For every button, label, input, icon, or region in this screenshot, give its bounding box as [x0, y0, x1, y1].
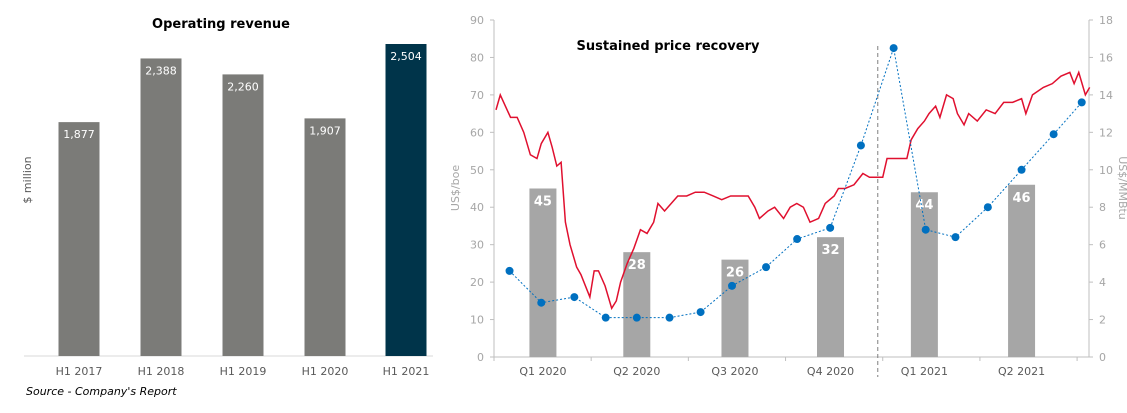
left-chart-title: Operating revenue	[152, 17, 290, 32]
gas-price-point	[570, 293, 579, 302]
right-y2-axis-label: US$/MMBtu	[1116, 156, 1127, 220]
x-tick-label: Q2 2020	[613, 365, 660, 378]
y-tick-label: 10	[470, 314, 484, 327]
bar-h1-2019	[222, 74, 264, 356]
gas-price-point	[505, 266, 514, 275]
x-tick-label: H1 2021	[383, 365, 430, 378]
y-tick-label: 30	[470, 239, 484, 252]
y2-tick-label: 2	[1099, 314, 1106, 327]
y-tick-label: 0	[477, 351, 484, 364]
gas-price-point	[921, 225, 930, 234]
quarter-bar-q1-2020	[529, 188, 557, 357]
bar-h1-2020	[304, 118, 346, 356]
right-y-axis-label: US$/boe	[449, 165, 462, 211]
quarter-bar-q2-2020	[623, 252, 651, 357]
bar-value-label: 2,260	[227, 80, 259, 93]
bar-value-label: 1,877	[63, 128, 95, 141]
x-tick-label: H1 2019	[220, 365, 267, 378]
bar-value-label: 32	[821, 243, 839, 258]
gas-price-point	[1049, 130, 1058, 139]
right-chart-title: Sustained price recovery	[577, 39, 760, 54]
oil-price-line	[495, 70, 1091, 311]
y2-tick-label: 8	[1099, 201, 1106, 214]
bar-h1-2017	[58, 122, 100, 356]
source-note: Source - Company's Report	[26, 385, 177, 398]
x-tick-label: Q1 2020	[519, 365, 566, 378]
x-tick-label: Q1 2021	[901, 365, 948, 378]
y2-tick-label: 10	[1099, 164, 1113, 177]
bar-value-label: 45	[534, 195, 552, 210]
x-tick-label: Q2 2021	[998, 365, 1045, 378]
y2-tick-label: 18	[1099, 14, 1113, 27]
gas-price-point	[826, 223, 835, 232]
y-tick-label: 70	[470, 89, 484, 102]
gas-price-point	[632, 313, 641, 322]
gas-price-point	[793, 235, 802, 244]
gas-price-point	[856, 141, 865, 150]
gas-price-point	[983, 203, 992, 212]
y2-tick-label: 12	[1099, 126, 1113, 139]
bar-h1-2018	[140, 58, 182, 356]
y2-tick-label: 0	[1099, 351, 1106, 364]
bar-value-label: 28	[628, 258, 646, 273]
gas-price-point	[889, 44, 898, 53]
y2-tick-label: 16	[1099, 51, 1113, 64]
x-tick-label: H1 2017	[56, 365, 103, 378]
bar-h1-2021	[385, 44, 427, 356]
bar-value-label: 26	[726, 266, 744, 281]
gas-price-point	[601, 313, 610, 322]
bar-value-label: 1,907	[309, 124, 341, 137]
y-tick-label: 20	[470, 276, 484, 289]
bar-value-label: 46	[1013, 191, 1031, 206]
y2-tick-label: 4	[1099, 276, 1106, 289]
y2-tick-label: 14	[1099, 89, 1113, 102]
y-tick-label: 60	[470, 126, 484, 139]
x-tick-label: Q3 2020	[711, 365, 758, 378]
gas-price-point	[1017, 165, 1026, 174]
bar-value-label: 2,388	[145, 64, 177, 77]
gas-price-point	[951, 233, 960, 242]
quarter-bar-q2-2021	[1008, 184, 1036, 357]
gas-price-point	[762, 263, 771, 272]
gas-price-point	[665, 313, 674, 322]
bar-value-label: 44	[915, 198, 933, 213]
y-tick-label: 90	[470, 14, 484, 27]
gas-price-point	[728, 281, 736, 290]
x-tick-label: H1 2018	[138, 365, 185, 378]
y-tick-label: 40	[470, 201, 484, 214]
gas-price-line	[509, 47, 1083, 319]
left-y-axis-label: $ million	[21, 156, 34, 203]
quarter-bar-q4-2020	[817, 237, 845, 357]
x-tick-label: H1 2020	[302, 365, 349, 378]
y-tick-label: 80	[470, 51, 484, 64]
x-tick-label: Q4 2020	[807, 365, 854, 378]
quarter-bar-q3-2020	[721, 259, 749, 357]
y-tick-label: 50	[470, 164, 484, 177]
y2-tick-label: 6	[1099, 239, 1106, 252]
gas-price-point	[537, 298, 546, 307]
gas-price-point	[696, 308, 705, 317]
bar-value-label: 2,504	[390, 50, 422, 63]
quarter-bar-q1-2021	[910, 192, 938, 357]
gas-price-point	[1077, 98, 1086, 107]
